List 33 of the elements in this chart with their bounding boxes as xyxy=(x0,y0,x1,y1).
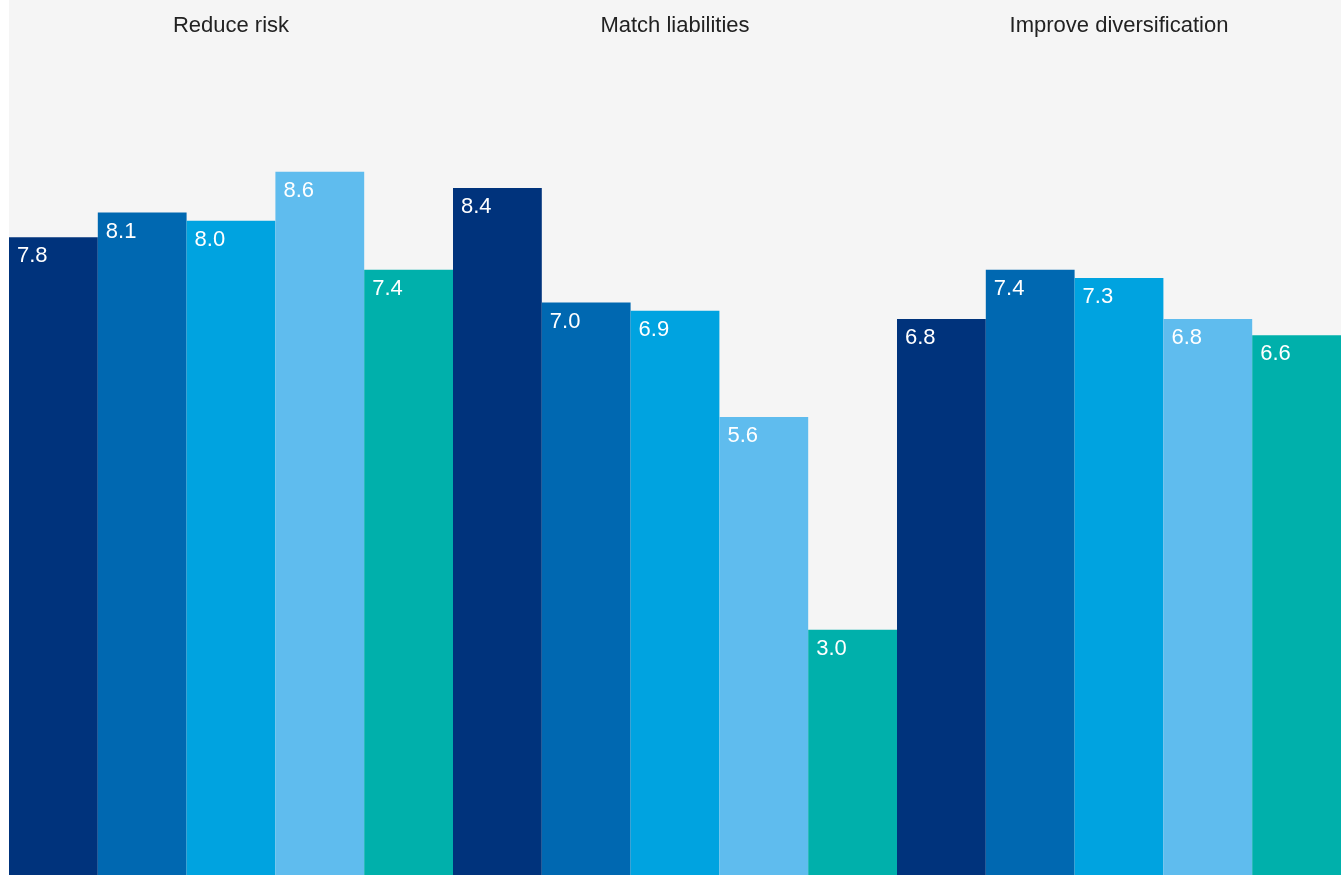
bar xyxy=(630,310,720,875)
bar xyxy=(275,171,365,875)
data-label: 8.1 xyxy=(105,217,137,243)
x-tick-label: Improve diversification xyxy=(1009,11,1229,37)
bar xyxy=(97,212,187,875)
bar xyxy=(719,417,809,875)
data-label: 5.6 xyxy=(727,422,758,448)
data-label: 8.0 xyxy=(194,225,226,251)
bar xyxy=(1163,318,1253,875)
bar xyxy=(808,629,897,875)
bar xyxy=(541,302,631,875)
data-label: 7.8 xyxy=(17,242,48,268)
bar xyxy=(897,318,986,875)
x-tick-label: Match liabilities xyxy=(600,11,750,37)
bar xyxy=(9,237,98,875)
data-label: 6.9 xyxy=(638,315,670,341)
bar xyxy=(186,220,276,875)
data-label: 7.4 xyxy=(372,274,403,300)
bar xyxy=(1074,278,1164,875)
data-label: 6.8 xyxy=(1171,323,1202,349)
bar xyxy=(1252,335,1341,875)
data-label: 7.4 xyxy=(993,274,1025,300)
bar xyxy=(985,269,1075,875)
bar xyxy=(364,269,453,875)
data-label: 7.0 xyxy=(549,307,581,333)
data-label: 7.3 xyxy=(1082,283,1114,309)
data-label: 6.6 xyxy=(1260,340,1291,366)
bar xyxy=(453,188,542,875)
data-label: 3.0 xyxy=(816,634,847,660)
data-label: 8.6 xyxy=(283,176,314,202)
data-label: 8.4 xyxy=(461,193,492,219)
data-label: 6.8 xyxy=(905,323,936,349)
x-tick-label: Reduce risk xyxy=(172,11,291,37)
